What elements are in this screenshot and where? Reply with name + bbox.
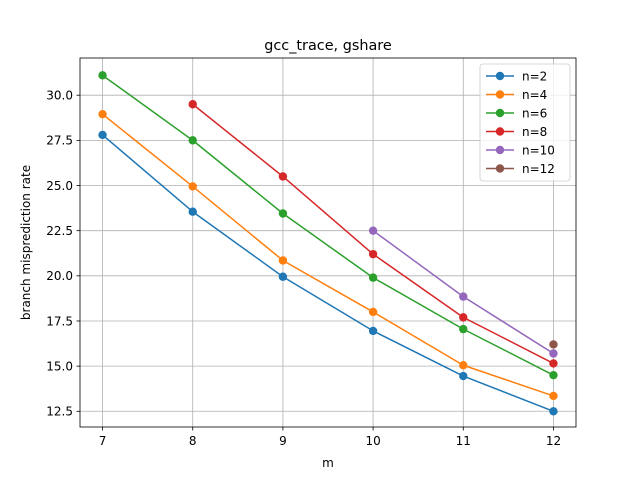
- data-point: [459, 371, 468, 381]
- x-tick-label: 12: [546, 434, 561, 448]
- y-tick-label: 17.5: [46, 314, 73, 328]
- data-point: [188, 136, 197, 145]
- data-point: [278, 256, 288, 265]
- y-tick-label: 12.5: [46, 405, 73, 419]
- legend-label: n=10: [522, 143, 555, 157]
- axis-ticks: 7 8 9 10 11 12 12.5 15.0 17.5 20.0 22.5 25.0 27.5 30.…: [46, 89, 561, 448]
- legend-label: n=12: [522, 162, 555, 176]
- data-point: [368, 326, 378, 336]
- series-line: [102, 113, 554, 397]
- series-line: [102, 134, 554, 412]
- data-point: [278, 172, 288, 181]
- legend-marker: [495, 145, 505, 155]
- data-point: [98, 130, 107, 140]
- legend-marker: [495, 71, 505, 81]
- legend-marker: [495, 127, 505, 136]
- legend-label: n=2: [522, 69, 547, 83]
- y-tick-label: 30.0: [46, 89, 73, 103]
- legend-marker: [495, 164, 505, 173]
- legend-label: n=8: [522, 125, 547, 139]
- legend-label: n=6: [522, 106, 547, 120]
- legend: n=2 n=4 n=6 n=8 n=10 n=12: [479, 63, 571, 182]
- series-n=10: [368, 226, 558, 358]
- x-tick-label: 11: [456, 434, 471, 448]
- y-tick-label: 15.0: [46, 359, 73, 373]
- data-point: [98, 71, 107, 80]
- x-tick-label: 9: [279, 434, 287, 448]
- legend-marker: [495, 90, 505, 99]
- x-tick-label: 7: [99, 434, 107, 448]
- series-n=2: [98, 130, 558, 416]
- data-point: [278, 272, 288, 281]
- plot-frame: [79, 57, 577, 428]
- data-point: [549, 359, 558, 368]
- series-n=12: [549, 340, 558, 349]
- chart-title: gcc_trace, gshare: [264, 38, 392, 54]
- data-point: [459, 361, 468, 370]
- y-tick-label: 20.0: [46, 269, 73, 283]
- series-n=4: [98, 109, 558, 401]
- data-point: [368, 273, 378, 282]
- legend-entry: n=8: [486, 125, 547, 139]
- data-point: [188, 207, 197, 216]
- legend-entry: n=6: [486, 106, 547, 120]
- y-axis-label: branch misprediction rate: [19, 165, 33, 320]
- data-point: [549, 407, 558, 416]
- data-point: [459, 292, 468, 301]
- grid: [80, 58, 576, 427]
- data-point: [549, 370, 558, 380]
- legend-entry: n=12: [486, 162, 555, 176]
- data-point: [549, 340, 558, 349]
- legend-entry: n=10: [486, 143, 555, 157]
- data-point: [368, 307, 378, 317]
- legend-entry: n=4: [486, 88, 547, 102]
- data-point: [188, 182, 197, 191]
- legend-entry: n=2: [486, 69, 547, 83]
- series-line: [102, 74, 554, 376]
- series-layer: [98, 71, 558, 416]
- legend-label: n=4: [522, 88, 547, 102]
- data-point: [368, 226, 378, 235]
- data-point: [278, 209, 288, 218]
- series-n=8: [188, 100, 558, 368]
- data-point: [98, 109, 107, 119]
- data-point: [459, 313, 468, 322]
- data-point: [549, 391, 558, 401]
- series-n=6: [98, 71, 558, 380]
- legend-marker: [495, 108, 505, 118]
- x-axis-label: m: [322, 456, 334, 470]
- y-tick-label: 25.0: [46, 179, 73, 193]
- data-point: [188, 100, 197, 109]
- data-point: [368, 249, 378, 259]
- x-tick-label: 10: [365, 434, 380, 448]
- x-tick-label: 8: [189, 434, 197, 448]
- y-tick-label: 27.5: [46, 134, 73, 148]
- y-tick-label: 22.5: [46, 224, 73, 238]
- data-point: [459, 324, 468, 334]
- data-point: [549, 349, 558, 358]
